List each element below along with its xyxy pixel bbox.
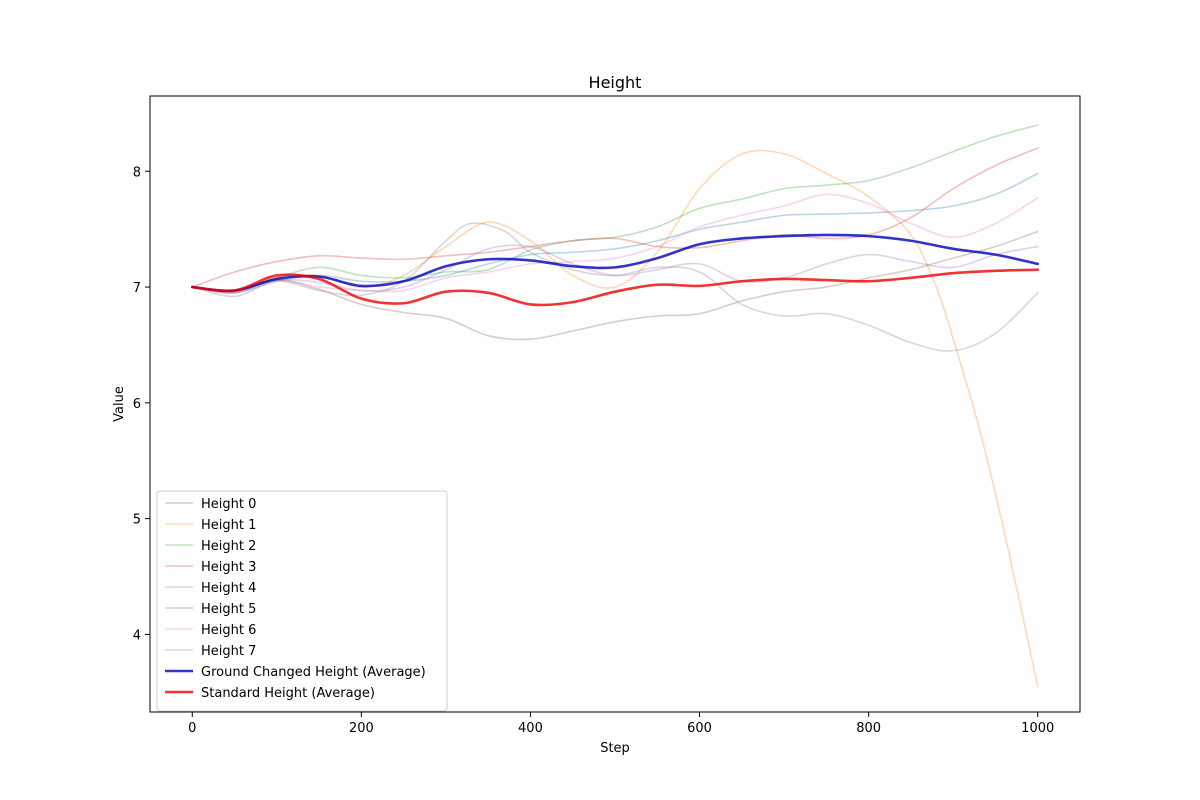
y-axis-ticks: 4 5 6 7 8	[133, 165, 150, 643]
legend-label-3: Height 3	[201, 560, 256, 575]
x-tick-label: 0	[188, 721, 196, 736]
y-axis-label: Value	[112, 386, 127, 422]
legend-label-9: Standard Height (Average)	[201, 686, 375, 701]
x-tick-label: 1000	[1021, 721, 1054, 736]
series-line-6	[191, 193, 1039, 294]
legend-label-1: Height 1	[201, 518, 256, 533]
x-tick-label: 200	[349, 721, 374, 736]
plot-area-frame	[149, 95, 1081, 713]
series-line-7	[191, 222, 1039, 352]
y-tick-label: 6	[133, 397, 141, 412]
chart-legend: Height 0 Height 1 Height 2 Height 3 Height 4…	[156, 490, 448, 712]
legend-label-5: Height 5	[201, 602, 256, 617]
chart-title: Height	[589, 73, 642, 92]
y-tick-label: 4	[133, 628, 141, 643]
x-tick-label: 600	[687, 721, 712, 736]
series-line-3	[191, 147, 1039, 288]
series-line-5	[191, 230, 1039, 341]
legend-label-0: Height 0	[201, 497, 256, 512]
plot-lines	[190, 124, 1040, 688]
legend-label-6: Height 6	[201, 623, 256, 638]
x-tick-label: 400	[518, 721, 543, 736]
legend-label-4: Height 4	[201, 581, 256, 596]
x-axis-label: Step	[600, 741, 630, 756]
y-tick-label: 5	[133, 513, 141, 528]
x-axis-ticks: 0 200 400 600 800 1000	[188, 712, 1054, 736]
legend-box	[156, 490, 448, 712]
legend-label-8: Ground Changed Height (Average)	[201, 665, 426, 680]
series-line-0	[191, 172, 1039, 294]
legend-label-2: Height 2	[201, 539, 256, 554]
legend-label-7: Height 7	[201, 644, 256, 659]
x-tick-label: 800	[856, 721, 881, 736]
series-line-8	[190, 233, 1040, 293]
series-line-2	[191, 124, 1039, 292]
y-tick-label: 7	[133, 281, 141, 296]
series-line-9	[190, 268, 1040, 307]
y-tick-label: 8	[133, 165, 141, 180]
